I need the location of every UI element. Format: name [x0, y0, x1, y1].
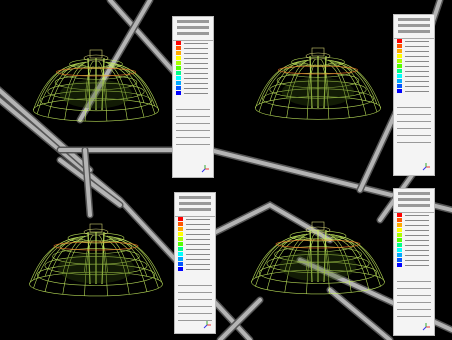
contour-scale-row	[397, 44, 433, 48]
contour-scale-row	[397, 79, 433, 83]
contour-scale-row	[178, 267, 214, 271]
contour-scale-row	[397, 238, 433, 242]
axis-triad-icon	[422, 163, 430, 171]
rod	[328, 288, 392, 340]
contour-scale-row	[397, 49, 433, 53]
contour-scale-row	[178, 262, 214, 266]
contour-scale-row	[397, 228, 433, 232]
contour-scale-row	[178, 252, 214, 256]
dome-mesh	[32, 49, 160, 122]
contour-scale-row	[397, 54, 433, 58]
contour-scale-row	[178, 232, 214, 236]
contour-scale-row	[397, 218, 433, 222]
contour-scale-row	[397, 213, 433, 217]
legend-info	[397, 281, 431, 323]
legend-panel-bottom-left	[174, 192, 216, 334]
contour-scale-row	[176, 91, 212, 95]
contour-scale	[178, 217, 214, 272]
contour-scale-row	[176, 51, 212, 55]
axis-triad-icon	[203, 321, 211, 329]
contour-scale-row	[397, 69, 433, 73]
legend-info	[178, 285, 212, 327]
contour-scale-row	[397, 39, 433, 43]
contour-scale-row	[397, 223, 433, 227]
contour-scale-row	[178, 222, 214, 226]
contour-scale-row	[176, 71, 212, 75]
legend-panel-bottom-right	[393, 188, 435, 336]
legend-info	[176, 109, 210, 151]
contour-scale-row	[397, 233, 433, 237]
contour-scale-row	[397, 64, 433, 68]
axis-triad-icon	[201, 165, 209, 173]
contour-scale-row	[176, 61, 212, 65]
axis-triad-icon	[422, 323, 430, 331]
legend-panel-top-left	[172, 16, 214, 178]
contour-scale-row	[176, 66, 212, 70]
dome-mesh	[255, 47, 382, 120]
rod	[198, 202, 332, 242]
contour-scale-row	[178, 217, 214, 221]
contour-scale-row	[397, 258, 433, 262]
contour-scale-row	[178, 247, 214, 251]
legend-panel-top-right	[393, 14, 435, 176]
contour-scale	[397, 39, 433, 94]
contour-scale-row	[397, 243, 433, 247]
dome-mesh	[29, 223, 163, 297]
contour-scale-row	[397, 59, 433, 63]
contour-scale-row	[397, 84, 433, 88]
contour-scale-row	[178, 242, 214, 246]
contour-scale-row	[176, 81, 212, 85]
contour-scale-row	[176, 46, 212, 50]
rod	[83, 148, 92, 217]
legend-header	[394, 192, 434, 213]
rod	[218, 298, 262, 340]
contour-scale-row	[176, 86, 212, 90]
contour-scale-row	[397, 248, 433, 252]
contour-scale-row	[178, 227, 214, 231]
legend-header	[394, 18, 434, 39]
legend-info	[397, 107, 431, 149]
contour-scale-row	[397, 89, 433, 93]
contour-scale-row	[178, 237, 214, 241]
contour-scale-row	[397, 74, 433, 78]
contour-scale-row	[178, 257, 214, 261]
contour-scale-row	[397, 253, 433, 257]
contour-scale-row	[176, 76, 212, 80]
contour-scale-row	[397, 263, 433, 267]
legend-header	[175, 196, 215, 217]
dome-meshes	[29, 47, 385, 297]
contour-scale	[397, 213, 433, 268]
contour-scale	[176, 41, 212, 96]
legend-header	[173, 20, 213, 41]
contour-scale-row	[176, 41, 212, 45]
contour-scale-row	[176, 56, 212, 60]
rod	[0, 88, 92, 172]
dome-mesh	[251, 221, 385, 295]
